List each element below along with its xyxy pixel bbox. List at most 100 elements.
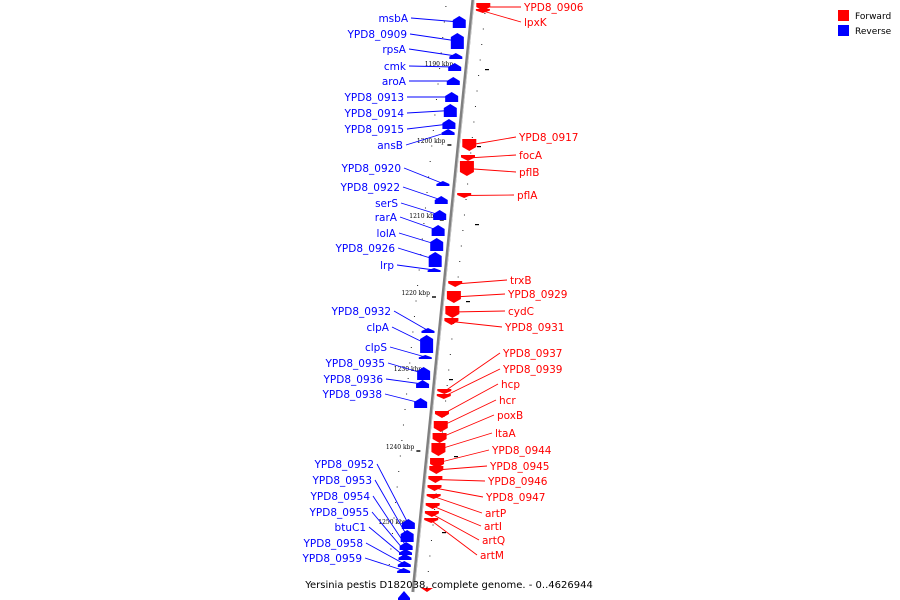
gene-leader-line (441, 383, 499, 415)
gene-label-btuc1[interactable]: btuC1 (335, 522, 366, 534)
minor-tick-dot (451, 338, 453, 340)
minor-tick-dot (396, 486, 398, 488)
minor-tick-dot (476, 90, 478, 92)
gene-label-ypd8_0938[interactable]: YPD8_0938 (322, 389, 382, 401)
minor-tick-dot (443, 21, 445, 23)
gene-label-pfla[interactable]: pflA (517, 190, 538, 202)
minor-tick-dot (390, 548, 392, 550)
gene-label-ypd8_0955[interactable]: YPD8_0955 (309, 507, 369, 519)
gene-leader-line (436, 465, 488, 471)
gene-label-clpa[interactable]: clpA (366, 322, 389, 334)
gene-label-lpxk[interactable]: lpxK (524, 17, 548, 29)
gene-leader-line (384, 393, 421, 404)
gene-label-clps[interactable]: clpS (365, 342, 387, 354)
gene-label-artm[interactable]: artM (480, 550, 504, 562)
minor-tick-dot (429, 555, 431, 557)
gene-label-ansb[interactable]: ansB (377, 140, 403, 152)
gene-label-sers[interactable]: serS (375, 198, 398, 210)
gene-label-msba[interactable]: msbA (378, 13, 408, 25)
minor-tick-dot (434, 509, 436, 510)
minor-tick-dot (409, 362, 411, 364)
minor-tick-dot (463, 214, 465, 216)
gene-label-ypd8_0920[interactable]: YPD8_0920 (341, 163, 401, 175)
gene-leader-line (399, 216, 439, 231)
gene-leader-line (434, 487, 484, 498)
gene-label-ypd8_0953[interactable]: YPD8_0953 (312, 475, 372, 487)
gene-leader-line (436, 449, 490, 464)
minor-tick-dot (420, 254, 422, 255)
gene-label-ypd8_0922[interactable]: YPD8_0922 (340, 182, 400, 194)
gene-label-hcr[interactable]: hcr (499, 395, 516, 407)
gene-label-ypd8_0937[interactable]: YPD8_0937 (502, 348, 562, 360)
gene-label-ypd8_0914[interactable]: YPD8_0914 (344, 108, 405, 120)
gene-label-cmk[interactable]: cmk (384, 61, 407, 73)
gene-label-ypd8_0931[interactable]: YPD8_0931 (504, 322, 564, 334)
gene-label-ypd8_0917[interactable]: YPD8_0917 (518, 132, 578, 144)
gene-label-ypd8_0946[interactable]: YPD8_0946 (487, 476, 548, 488)
minor-tick-dot (484, 13, 486, 14)
gene-label-ypd8_0906[interactable]: YPD8_0906 (523, 2, 584, 14)
gene-leader-line (396, 264, 435, 271)
gene-label-foca[interactable]: focA (519, 150, 543, 162)
gene-label-lola[interactable]: lolA (377, 228, 397, 240)
gene-label-ypd8_0929[interactable]: YPD8_0929 (507, 289, 567, 301)
minor-tick-dot (478, 75, 480, 76)
gene-label-artp[interactable]: artP (485, 508, 506, 520)
gene-label-ypd8_0944[interactable]: YPD8_0944 (491, 445, 552, 457)
minor-tick-mark (475, 224, 479, 226)
gene-label-ypd8_0926[interactable]: YPD8_0926 (335, 243, 396, 255)
minor-tick-dot (391, 533, 393, 534)
minor-tick-dot (459, 261, 461, 262)
gene-label-ypd8_0909[interactable]: YPD8_0909 (347, 29, 407, 41)
gene-label-ypd8_0913[interactable]: YPD8_0913 (344, 92, 404, 104)
gene-label-ypd8_0959[interactable]: YPD8_0959 (302, 553, 362, 565)
genome-backbone-line (411, 0, 475, 593)
gene-label-ypd8_0954[interactable]: YPD8_0954 (310, 491, 371, 503)
minor-tick-dot (427, 571, 429, 572)
minor-tick-dot (412, 331, 414, 333)
gene-leader-line (405, 131, 449, 146)
gene-label-hcp[interactable]: hcp (501, 379, 520, 391)
minor-tick-dot (437, 83, 439, 85)
gene-label-aroa[interactable]: aroA (382, 76, 407, 88)
gene-leader-line (374, 479, 408, 537)
gene-leader-line (368, 526, 406, 558)
minor-tick-dot (423, 223, 425, 224)
gene-label-ypd8_0958[interactable]: YPD8_0958 (303, 538, 363, 550)
gene-leader-line (371, 511, 406, 553)
gene-label-ltaa[interactable]: ltaA (495, 428, 516, 440)
gene-label-ypd8_0939[interactable]: YPD8_0939 (502, 364, 562, 376)
minor-tick-dot (415, 300, 417, 302)
minor-tick-dot (474, 106, 476, 107)
scale-tick-label: 1190 kbp (425, 61, 454, 68)
gene-leader-line (430, 520, 478, 556)
gene-label-ypd8_0915[interactable]: YPD8_0915 (344, 124, 404, 136)
gene-leader-line (439, 414, 495, 439)
gene-leader-line (467, 154, 517, 159)
gene-label-artq[interactable]: artQ (482, 535, 505, 547)
gene-label-ypd8_0936[interactable]: YPD8_0936 (323, 374, 384, 386)
gene-label-ypd8_0945[interactable]: YPD8_0945 (489, 461, 549, 473)
gene-leader-line (444, 352, 501, 392)
minor-tick-dot (434, 114, 436, 116)
gene-label-cydc[interactable]: cydC (508, 306, 534, 318)
gene-label-poxb[interactable]: poxB (497, 410, 523, 422)
minor-tick-dot (407, 378, 409, 379)
gene-label-ypd8_0932[interactable]: YPD8_0932 (331, 306, 391, 318)
minor-tick-dot (432, 130, 434, 131)
genome-caption: Yersinia pestis D182038, complete genome… (304, 580, 593, 591)
minor-tick-dot (457, 276, 459, 278)
gene-label-ypd8_0952[interactable]: YPD8_0952 (314, 459, 374, 471)
gene-label-pflb[interactable]: pflB (519, 167, 539, 179)
gene-label-ypd8_0947[interactable]: YPD8_0947 (485, 492, 545, 504)
gene-label-ypd8_0935[interactable]: YPD8_0935 (325, 358, 385, 370)
minor-tick-dot (410, 347, 412, 348)
minor-tick-dot (431, 145, 433, 147)
gene-label-rpsa[interactable]: rpsA (382, 44, 406, 56)
reverse-gene-labels: msbA YPD8_0909 rpsA cmk aroA YPD8_0913 YPD8_09… (302, 13, 460, 571)
gene-label-trxb[interactable]: trxB (510, 275, 532, 287)
gene-label-arti[interactable]: artI (484, 521, 502, 533)
gene-label-lrp[interactable]: lrp (380, 260, 394, 272)
minor-tick-dot (467, 183, 469, 185)
gene-label-rara[interactable]: rarA (375, 212, 398, 224)
